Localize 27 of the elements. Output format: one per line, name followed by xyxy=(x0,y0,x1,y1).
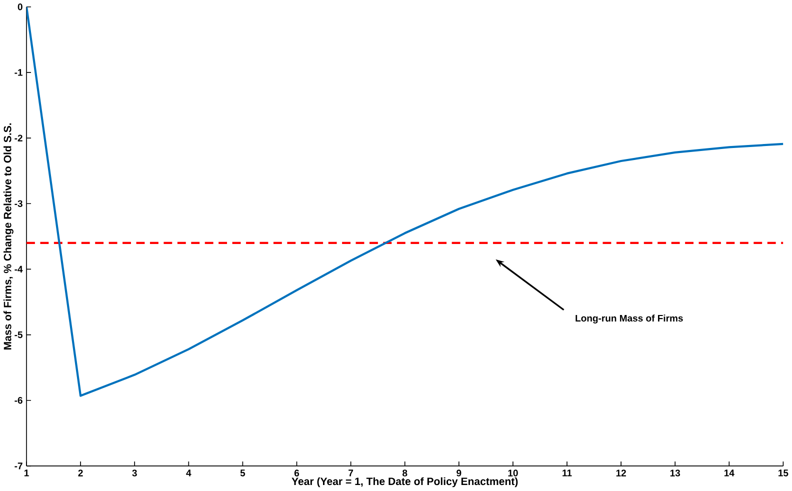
y-axis-title: Mass of Firms, % Change Relative to Old S.S. xyxy=(4,124,14,350)
x-tick-label: 4 xyxy=(186,470,192,476)
y-tick-label: -5 xyxy=(14,332,23,338)
x-tick-label: 5 xyxy=(240,470,246,476)
y-tick-label: -3 xyxy=(14,200,22,208)
x-tick-label: 2 xyxy=(78,470,83,476)
x-tick-label: 3 xyxy=(132,470,137,477)
x-tick-label: 15 xyxy=(778,470,788,476)
y-tick-label: -4 xyxy=(14,266,23,273)
x-tick-label: 10 xyxy=(508,470,518,477)
y-tick-label: -2 xyxy=(14,134,22,142)
x-tick-label: 8 xyxy=(402,470,408,477)
x-axis-title: Year (Year = 1, The Date of Policy Enactment) xyxy=(292,477,518,488)
x-tick-label: 7 xyxy=(348,470,354,476)
y-tick-label: 0 xyxy=(18,4,22,10)
line-series xyxy=(26,7,784,397)
x-tick-label: 12 xyxy=(616,470,626,476)
annotation: Long-run Mass of Firms xyxy=(576,314,683,324)
x-tick-label: 11 xyxy=(562,470,572,476)
x-tick-label: 1 xyxy=(24,470,29,476)
y-tick-label: -7 xyxy=(14,462,22,470)
y-tick-label: -1 xyxy=(14,69,23,76)
x-tick-label: 6 xyxy=(294,470,300,477)
y-tick-label: -6 xyxy=(14,397,22,404)
x-tick-label: 14 xyxy=(724,470,734,476)
x-tick-label: 9 xyxy=(456,470,462,477)
x-tick-label: 13 xyxy=(670,470,680,477)
